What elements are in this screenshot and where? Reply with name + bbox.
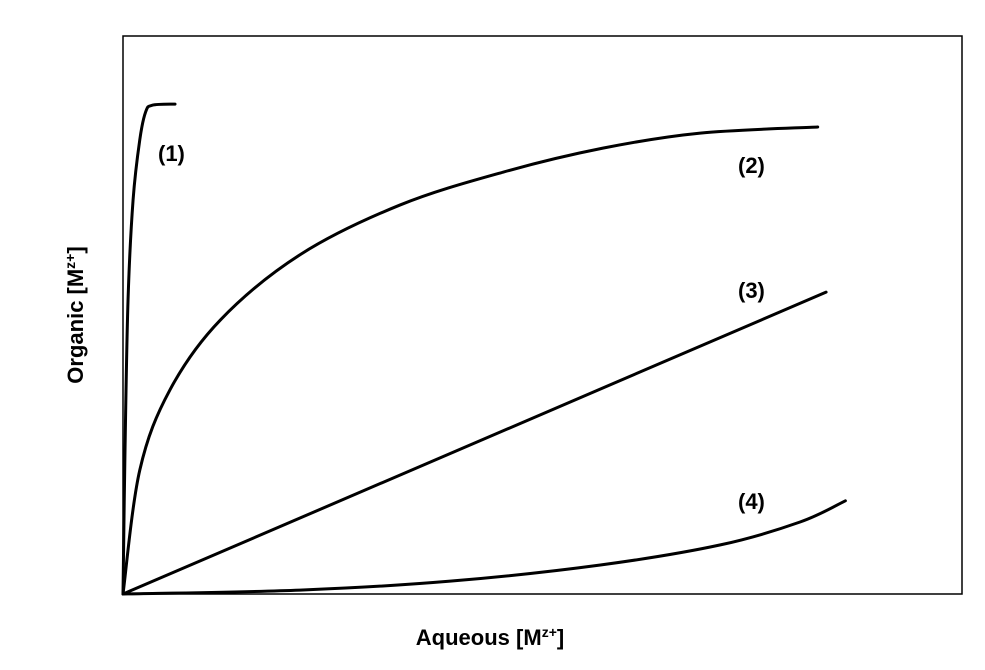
y-label: Organic [Mz+] [62, 246, 88, 383]
x-label: Aqueous [Mz+] [416, 624, 564, 650]
curve [121, 290, 828, 596]
label-part: Aqueous [M [416, 625, 542, 650]
curve [121, 499, 847, 596]
superscript: z+ [542, 624, 557, 640]
label-part: ] [557, 625, 564, 650]
label-part: ] [63, 246, 88, 253]
curve-label: (2) [738, 153, 765, 178]
curve [121, 125, 820, 596]
curve-label: (1) [158, 141, 185, 166]
curve-label: (3) [738, 278, 765, 303]
curve-label: (4) [738, 489, 765, 514]
superscript: z+ [62, 254, 78, 269]
curve [121, 102, 177, 596]
label-part: Organic [M [63, 269, 88, 384]
plot-frame [122, 35, 963, 595]
